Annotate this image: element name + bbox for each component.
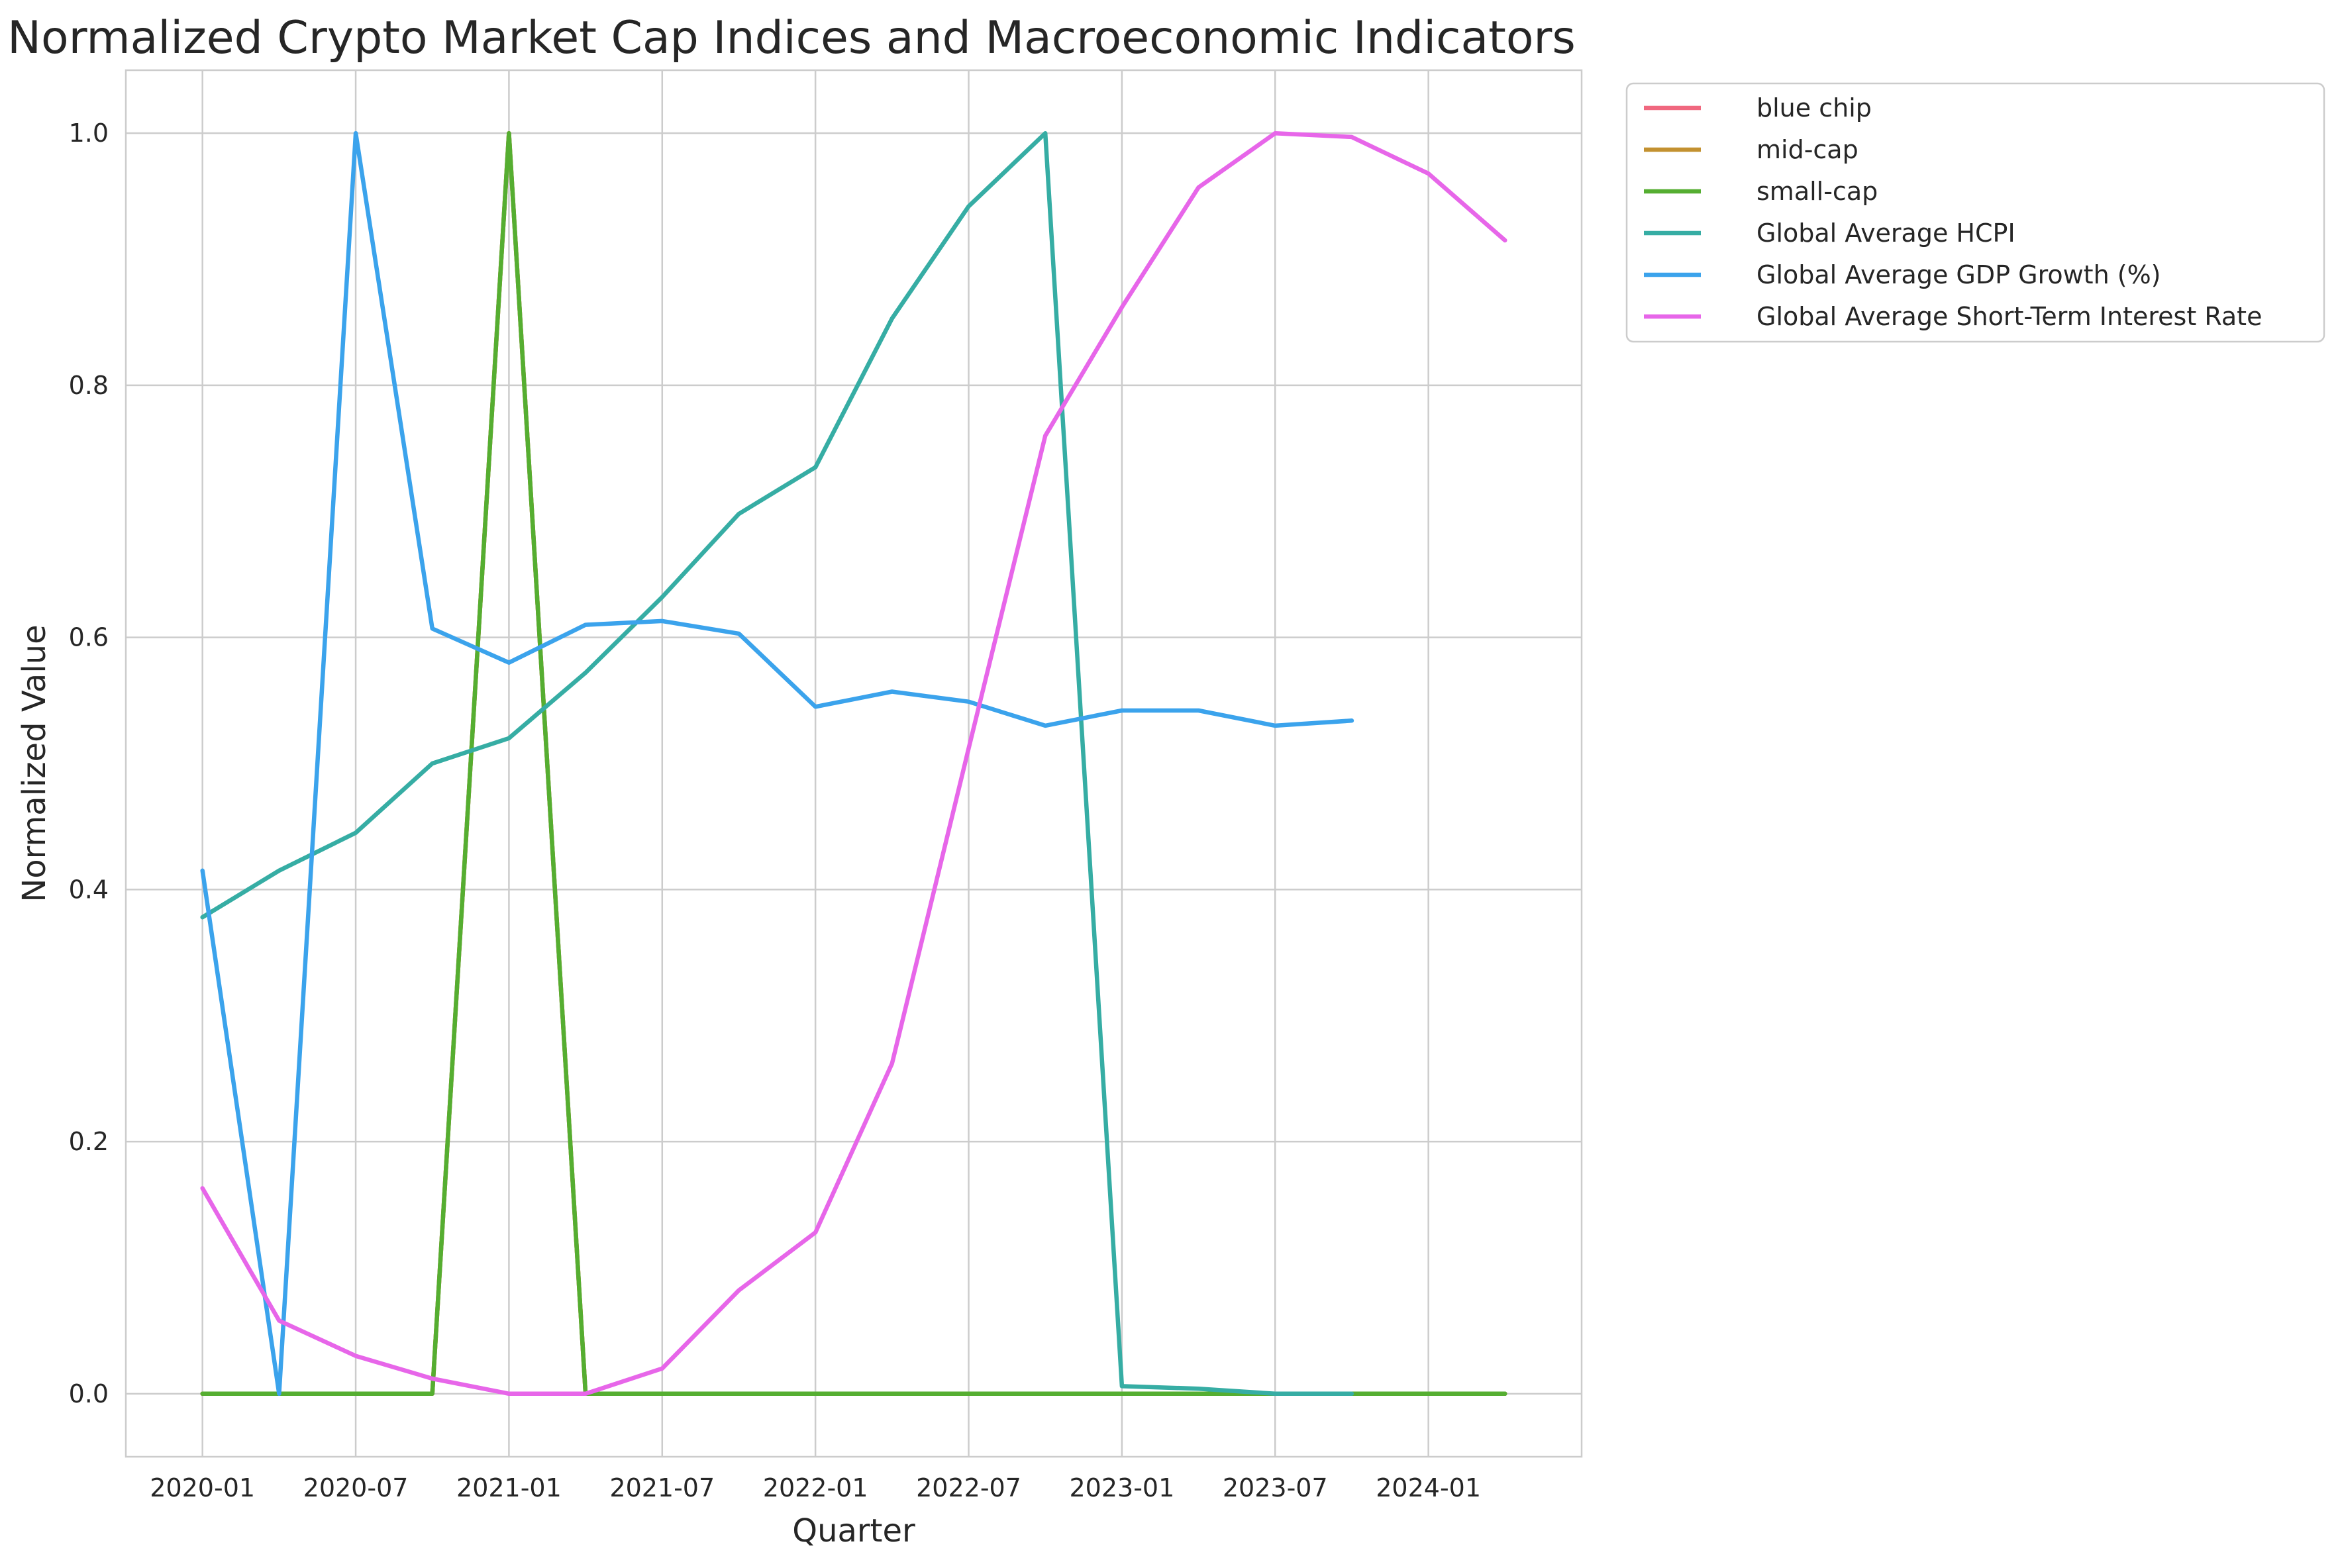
legend-frame — [1625, 82, 2325, 343]
grid — [126, 70, 1582, 1457]
x-axis-label: Quarter — [792, 1512, 915, 1549]
x-tick-label: 2024-01 — [1376, 1473, 1481, 1502]
y-axis-label: Normalized Value — [16, 624, 53, 902]
series-5 — [200, 130, 1507, 1396]
y-tick-label: 0.2 — [69, 1127, 109, 1156]
legend-entry: small-cap — [1756, 177, 1878, 206]
series-line — [200, 130, 1354, 1396]
legend-entry: Global Average HCPI — [1756, 219, 2015, 248]
series-layer — [200, 130, 1507, 1396]
series-3 — [200, 130, 1354, 1396]
x-tick-label: 2023-01 — [1070, 1473, 1175, 1502]
x-tick-label: 2020-07 — [303, 1473, 409, 1502]
y-axis: 0.0 0.2 0.4 0.6 0.8 1.0 — [69, 119, 109, 1408]
y-tick-label: 0.6 — [69, 623, 109, 652]
x-axis: 2020-01 2020-07 2021-01 2021-07 2022-01 2022-… — [150, 1473, 1481, 1502]
x-tick-label: 2020-01 — [150, 1473, 255, 1502]
y-tick-label: 0.8 — [69, 371, 109, 400]
x-tick-label: 2023-07 — [1223, 1473, 1328, 1502]
y-tick-label: 1.0 — [69, 119, 109, 148]
series-line — [200, 130, 1354, 1396]
x-tick-label: 2022-01 — [763, 1473, 868, 1502]
y-tick-label: 0.0 — [69, 1379, 109, 1408]
series-line — [200, 130, 1507, 1396]
legend-entry: Global Average Short-Term Interest Rate — [1756, 302, 2262, 331]
series-4 — [200, 130, 1354, 1396]
legend-items: blue chip mid-cap small-cap Global Average … — [1644, 93, 2262, 331]
legend: blue chip mid-cap small-cap Global Average … — [1625, 82, 2325, 343]
x-tick-label: 2022-07 — [916, 1473, 1021, 1502]
chart-title: Normalized Crypto Market Cap Indices and… — [7, 12, 1576, 64]
plot-area — [125, 69, 1583, 1458]
legend-entry: Global Average GDP Growth (%) — [1756, 260, 2161, 289]
x-tick-label: 2021-07 — [609, 1473, 715, 1502]
legend-entry: blue chip — [1756, 93, 1872, 122]
legend-entry: mid-cap — [1756, 135, 1858, 164]
y-tick-label: 0.4 — [69, 875, 109, 904]
x-tick-label: 2021-01 — [456, 1473, 562, 1502]
